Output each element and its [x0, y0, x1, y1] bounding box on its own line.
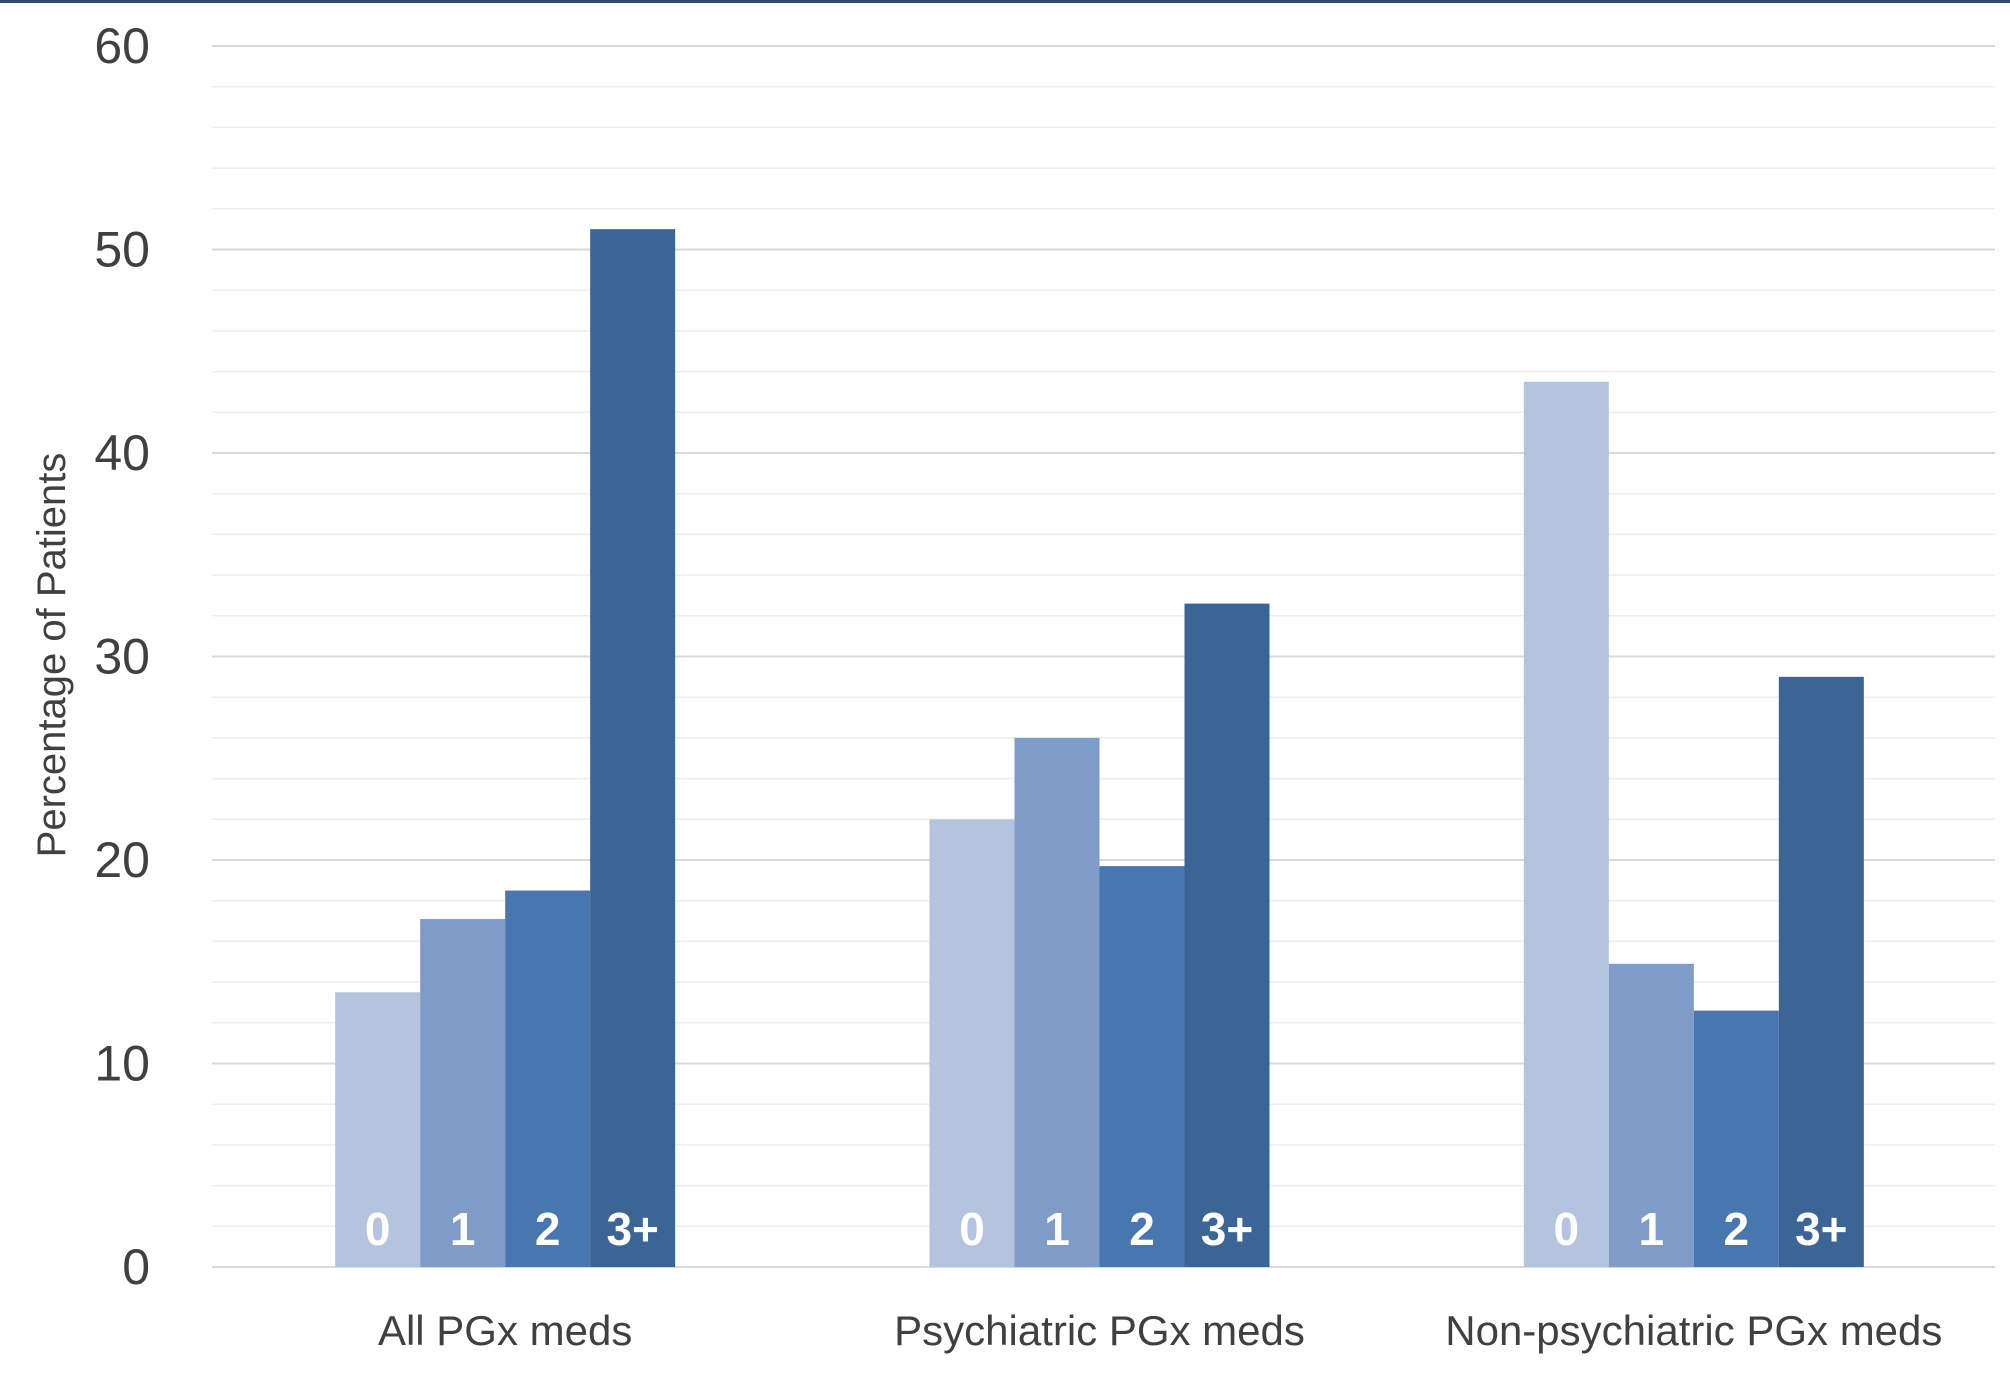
y-tick-label: 30 — [94, 629, 150, 685]
bar — [420, 919, 506, 1267]
bar — [335, 992, 421, 1267]
bar-series-label: 0 — [959, 1203, 985, 1255]
bar — [1099, 866, 1185, 1267]
bar — [1523, 381, 1609, 1267]
x-category-label: Psychiatric PGx meds — [894, 1307, 1305, 1354]
bar — [1014, 737, 1100, 1267]
bar — [505, 890, 591, 1267]
bar — [1693, 1010, 1779, 1267]
bar-series-label: 1 — [450, 1203, 476, 1255]
y-axis-title: Percentage of Patients — [30, 453, 74, 858]
bar — [1778, 676, 1864, 1267]
x-category-label: All PGx meds — [378, 1307, 632, 1354]
bar-series-label: 2 — [1724, 1203, 1750, 1255]
bar-series-label: 0 — [1554, 1203, 1580, 1255]
bar-series-label: 1 — [1044, 1203, 1070, 1255]
bar-series-label: 2 — [535, 1203, 561, 1255]
bar — [1184, 603, 1270, 1267]
y-axis-ticks: 0 10 20 30 40 50 60 — [94, 18, 150, 1295]
y-tick-label: 40 — [94, 425, 150, 481]
bar-series-label: 3+ — [1795, 1203, 1847, 1255]
top-border — [0, 0, 2010, 3]
bar-series-label: 1 — [1639, 1203, 1665, 1255]
y-tick-label: 10 — [94, 1036, 150, 1092]
y-tick-label: 60 — [94, 18, 150, 74]
bar-series-label: 3+ — [1201, 1203, 1253, 1255]
y-tick-label: 50 — [94, 222, 150, 278]
bar — [929, 819, 1015, 1267]
x-axis-categories: All PGx meds Psychiatric PGx meds Non-psyc… — [378, 1307, 1942, 1354]
bar-series-label: 3+ — [606, 1203, 658, 1255]
bar — [590, 229, 676, 1267]
y-tick-label: 0 — [122, 1239, 150, 1295]
y-tick-label: 20 — [94, 832, 150, 888]
bars: 0 1 2 3+ 0 1 2 3+ 0 1 2 3+ — [335, 229, 1864, 1267]
bar-series-label: 2 — [1129, 1203, 1155, 1255]
x-category-label: Non-psychiatric PGx meds — [1445, 1307, 1942, 1354]
bar — [1608, 963, 1694, 1267]
bar-series-label: 0 — [365, 1203, 391, 1255]
